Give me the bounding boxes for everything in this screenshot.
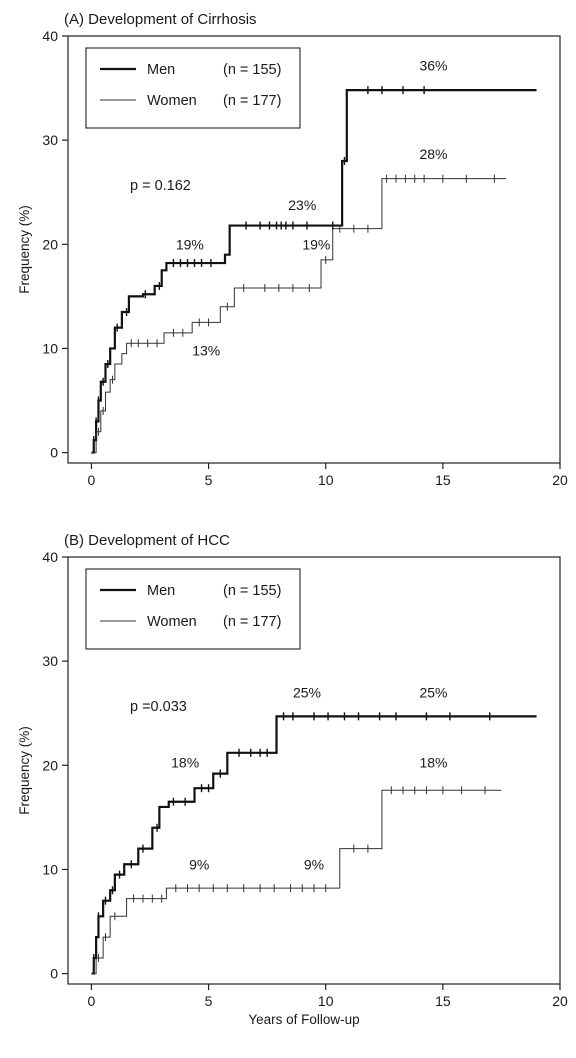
y-tick-label: 10 <box>42 340 58 356</box>
percent-annotation: 18% <box>419 754 447 770</box>
legend-label-women: Women <box>147 93 197 109</box>
percent-annotation: 19% <box>176 237 204 253</box>
x-tick-label: 10 <box>318 993 334 1009</box>
x-axis-label: Years of Follow-up <box>248 1012 359 1027</box>
series-line-women <box>91 178 507 454</box>
percent-annotation: 18% <box>171 754 199 770</box>
y-tick-label: 20 <box>42 236 58 252</box>
y-tick-label: 0 <box>50 966 58 982</box>
percent-annotation: 19% <box>302 237 330 253</box>
series-line-men <box>91 715 537 975</box>
y-tick-label: 40 <box>42 28 58 44</box>
chart-title: (A) Development of Cirrhosis <box>64 11 257 28</box>
x-tick-label: 5 <box>205 472 213 488</box>
legend-n-women: (n = 177) <box>223 93 281 109</box>
legend-box <box>85 47 301 129</box>
chart-panel-cirrhosis: (A) Development of Cirrhosis 0 5 10 15 20 0 10 2… <box>17 11 568 488</box>
y-tick-label: 0 <box>50 445 58 461</box>
series-line-men <box>91 89 537 454</box>
x-tick-label: 0 <box>88 993 96 1009</box>
x-tick-label: 15 <box>435 993 451 1009</box>
legend-label-men: Men <box>147 583 175 599</box>
y-tick-label: 40 <box>42 549 58 565</box>
x-tick-label: 20 <box>552 472 568 488</box>
y-tick-label: 30 <box>42 132 58 148</box>
percent-annotation: 9% <box>189 856 209 872</box>
legend-n-women: (n = 177) <box>223 614 281 630</box>
chart-panel-hcc: (B) Development of HCC 0 5 10 15 20 0 10 20 30 40 F… <box>17 532 568 1027</box>
y-axis-label: Frequency (%) <box>17 205 32 294</box>
chart-title: (B) Development of HCC <box>64 532 230 549</box>
series-line-women <box>91 789 502 975</box>
y-axis-label: Frequency (%) <box>17 726 32 815</box>
plot-frame <box>67 35 561 464</box>
p-value: p =0.033 <box>130 699 187 715</box>
percent-annotation: 36% <box>419 57 447 73</box>
legend-label-men: Men <box>147 62 175 78</box>
legend-label-women: Women <box>147 614 197 630</box>
x-tick-label: 0 <box>88 472 96 488</box>
percent-annotation: 25% <box>293 685 321 701</box>
p-value: p = 0.162 <box>130 178 191 194</box>
percent-annotation: 23% <box>288 197 316 213</box>
x-tick-label: 15 <box>435 472 451 488</box>
percent-annotation: 9% <box>304 856 324 872</box>
y-tick-label: 20 <box>42 757 58 773</box>
percent-annotation: 25% <box>419 685 447 701</box>
percent-annotation: 28% <box>419 146 447 162</box>
x-tick-label: 20 <box>552 993 568 1009</box>
x-tick-label: 10 <box>318 472 334 488</box>
legend-box <box>85 568 301 650</box>
x-tick-label: 5 <box>205 993 213 1009</box>
y-tick-label: 30 <box>42 653 58 669</box>
legend-n-men: (n = 155) <box>223 62 281 78</box>
y-tick-label: 10 <box>42 861 58 877</box>
plot-frame <box>67 556 561 985</box>
percent-annotation: 13% <box>192 343 220 359</box>
legend-n-men: (n = 155) <box>223 583 281 599</box>
